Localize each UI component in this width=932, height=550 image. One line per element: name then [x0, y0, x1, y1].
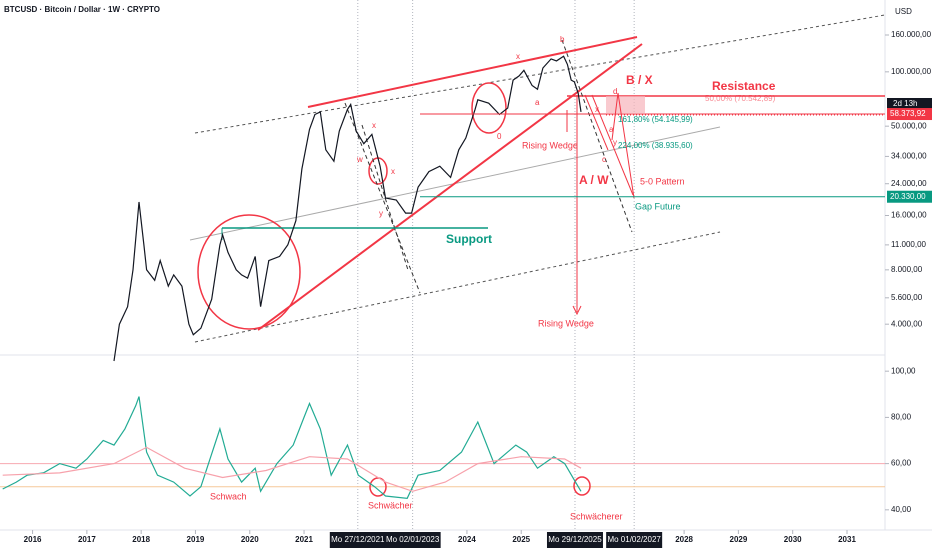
wave-label: a [535, 98, 540, 107]
x-tick-label: 2028 [675, 535, 693, 544]
marker-label-box [606, 532, 663, 548]
x-tick-label: 2020 [241, 535, 259, 544]
wave-label: a [609, 125, 614, 134]
y-tick-label: 24.000,00 [891, 179, 927, 188]
x-tick-label: 2025 [512, 535, 530, 544]
annotation: Schwächerer [570, 511, 623, 521]
y-tick-label: 34.000,00 [891, 152, 927, 161]
x-tick-label: 2021 [295, 535, 313, 544]
annotation: 161,80% (54.145,99) [618, 115, 693, 124]
annotation: Resistance [712, 79, 776, 93]
x-tick-label: 2017 [78, 535, 96, 544]
annotation: Schwächer [368, 500, 413, 510]
marker-label: Mo 01/02/2027 [607, 535, 661, 544]
series-line [113, 55, 582, 362]
x-tick-label: 2029 [730, 535, 748, 544]
annotation: Gap Future [635, 201, 681, 211]
series-line [2, 446, 582, 492]
annotation: 224,00% (38.935,60) [618, 141, 693, 150]
x-tick-label: 2031 [838, 535, 856, 544]
wave-label: x [391, 167, 395, 176]
x-tick-label: 2018 [132, 535, 150, 544]
wave-label: y [379, 209, 383, 218]
wave-label: 0 [497, 132, 502, 141]
marker-label: Mo 29/12/2025 [548, 535, 602, 544]
wave-label: x [516, 52, 520, 61]
y-tick-label: 50.000,00 [891, 121, 927, 130]
y-tick-label: 100,00 [891, 366, 916, 375]
annotation: 50,00% (70.542,89) [705, 94, 776, 103]
y-tick-label: 16.000,00 [891, 211, 927, 220]
x-tick-label: 2016 [24, 535, 42, 544]
marker-label: Mo 02/01/2023 [386, 535, 440, 544]
y-tick-label: 80,00 [891, 413, 912, 422]
annotation: B / X [626, 73, 653, 87]
wave-label: b [560, 35, 565, 44]
countdown-tag [887, 98, 932, 110]
y-tick-label: 11.000,00 [891, 240, 927, 249]
annotation: A / W [579, 173, 609, 187]
annotation: Support [446, 232, 492, 246]
x-tick-label: 2024 [458, 535, 476, 544]
y-tick-label: 4.000,00 [891, 319, 923, 328]
marker-label: Mo 27/12/2021 [331, 535, 385, 544]
wave-label: d [613, 87, 617, 96]
countdown: 2d 13h [893, 99, 917, 108]
drawings [189, 14, 886, 497]
series-line [2, 396, 582, 499]
currency-label: USD [895, 7, 912, 16]
y-tick-label: 60,00 [891, 459, 912, 468]
marker-label-box [384, 532, 441, 548]
marker-label-box [329, 532, 386, 548]
wave-label: x [595, 105, 599, 114]
y-tick-label: 8.000,00 [891, 265, 923, 274]
wave-label: x [372, 121, 376, 130]
price-tag-label: 20.330,00 [890, 192, 926, 201]
marker-label-box [546, 532, 603, 548]
y-tick-label: 160.000,00 [891, 30, 932, 39]
y-tick-label: 5.600,00 [891, 293, 923, 302]
price-tag [887, 190, 932, 203]
price-tag [887, 108, 932, 121]
annotation: 5-0 Pattern [640, 176, 685, 186]
annotation: Rising Wedge [538, 318, 594, 328]
price-tag-label: 58.373,92 [890, 109, 926, 118]
chart-title: BTCUSD · Bitcoin / Dollar · 1W · CRYPTO [4, 5, 160, 14]
wave-label: c [602, 155, 606, 164]
annotation: Rising Wedge [522, 140, 578, 150]
wave-label: w [356, 155, 363, 164]
y-tick-label: 100.000,00 [891, 67, 932, 76]
y-tick-label: 40,00 [891, 505, 912, 514]
wave-label: y [613, 138, 617, 147]
x-tick-label: 2030 [784, 535, 802, 544]
annotation: Schwach [210, 491, 247, 501]
x-tick-label: 2019 [187, 535, 205, 544]
